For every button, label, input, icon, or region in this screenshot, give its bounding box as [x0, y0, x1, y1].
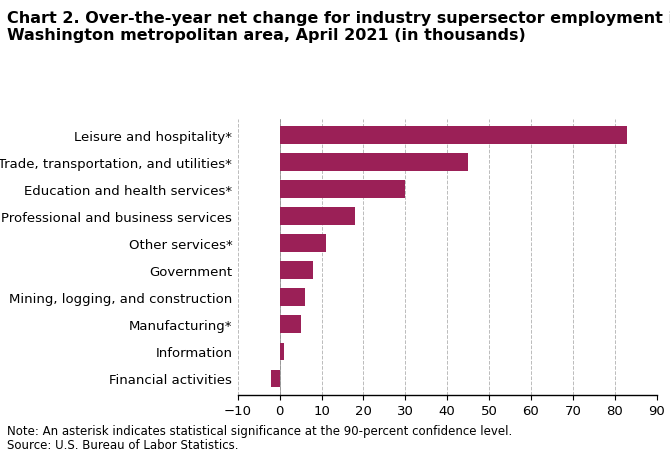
Text: Washington metropolitan area, April 2021 (in thousands): Washington metropolitan area, April 2021…: [7, 28, 525, 43]
Bar: [280, 154, 468, 171]
Text: Note: An asterisk indicates statistical significance at the 90-percent confidenc: Note: An asterisk indicates statistical …: [7, 425, 512, 437]
Bar: [280, 127, 627, 144]
Bar: [280, 289, 305, 306]
Bar: [280, 343, 284, 360]
Bar: [280, 208, 355, 225]
Bar: [271, 370, 280, 387]
Bar: [280, 235, 326, 252]
Bar: [280, 316, 301, 333]
Bar: [280, 262, 314, 280]
Text: Source: U.S. Bureau of Labor Statistics.: Source: U.S. Bureau of Labor Statistics.: [7, 438, 239, 451]
Bar: [280, 181, 405, 198]
Text: Chart 2. Over-the-year net change for industry supersector employment in the: Chart 2. Over-the-year net change for in…: [7, 11, 670, 27]
